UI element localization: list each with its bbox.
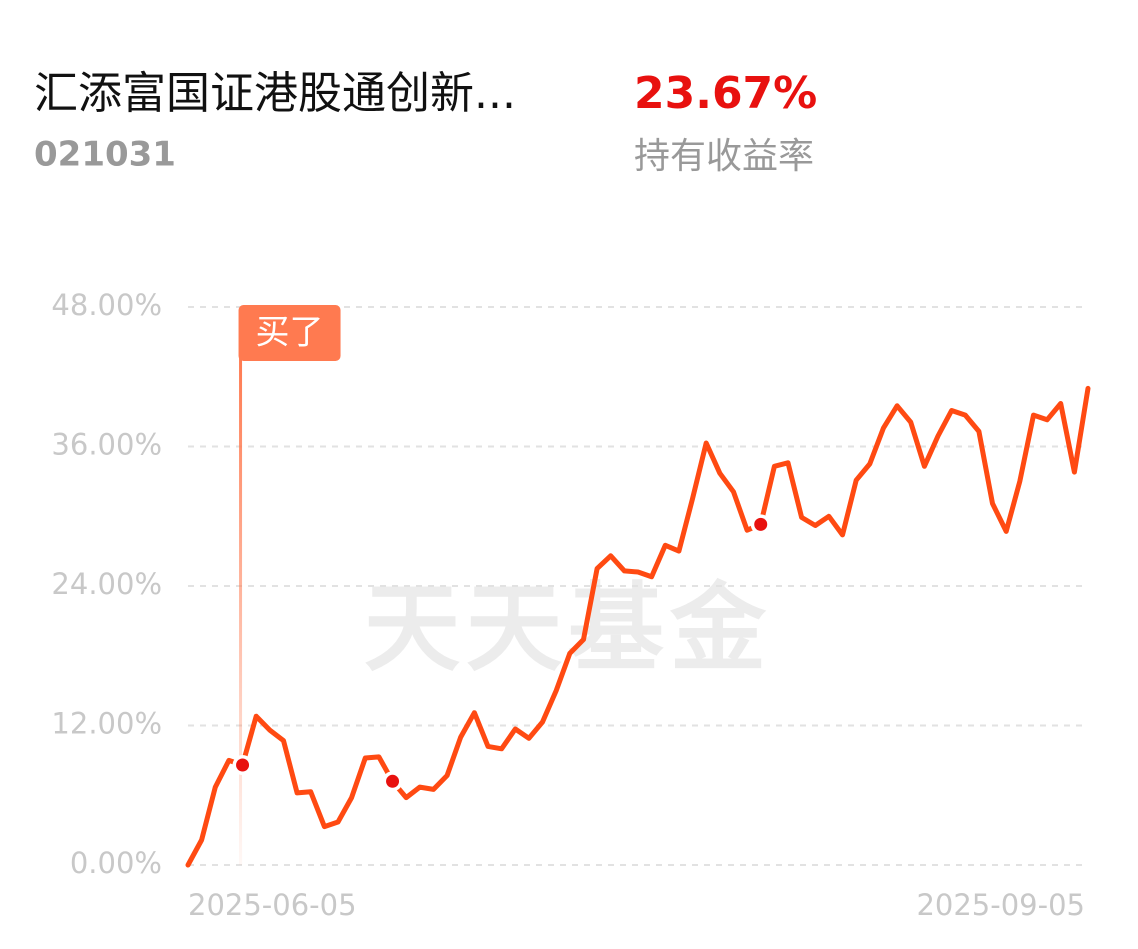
trade-point bbox=[754, 517, 768, 531]
watermark: 天天基金 bbox=[364, 572, 772, 684]
buy-label: 买了 bbox=[256, 313, 324, 353]
fund-title: 汇添富国证港股通创新... bbox=[34, 68, 516, 119]
fund-code: 021031 bbox=[34, 135, 176, 175]
y-tick-label: 36.00% bbox=[51, 428, 162, 462]
y-tick-label: 48.00% bbox=[51, 288, 162, 322]
x-tick-label: 2025-06-05 bbox=[188, 888, 357, 922]
trade-point bbox=[386, 774, 400, 788]
return-value: 23.67% bbox=[634, 68, 817, 119]
y-tick-label: 12.00% bbox=[51, 707, 162, 741]
trade-point bbox=[236, 758, 250, 772]
buy-label-box bbox=[238, 305, 341, 361]
y-tick-label: 24.00% bbox=[51, 567, 162, 601]
x-tick-label: 2025-09-05 bbox=[916, 888, 1085, 922]
series-line bbox=[185, 385, 1091, 868]
y-tick-label: 0.00% bbox=[70, 846, 162, 880]
buy-guide-line bbox=[239, 355, 243, 865]
return-label: 持有收益率 bbox=[634, 136, 814, 177]
